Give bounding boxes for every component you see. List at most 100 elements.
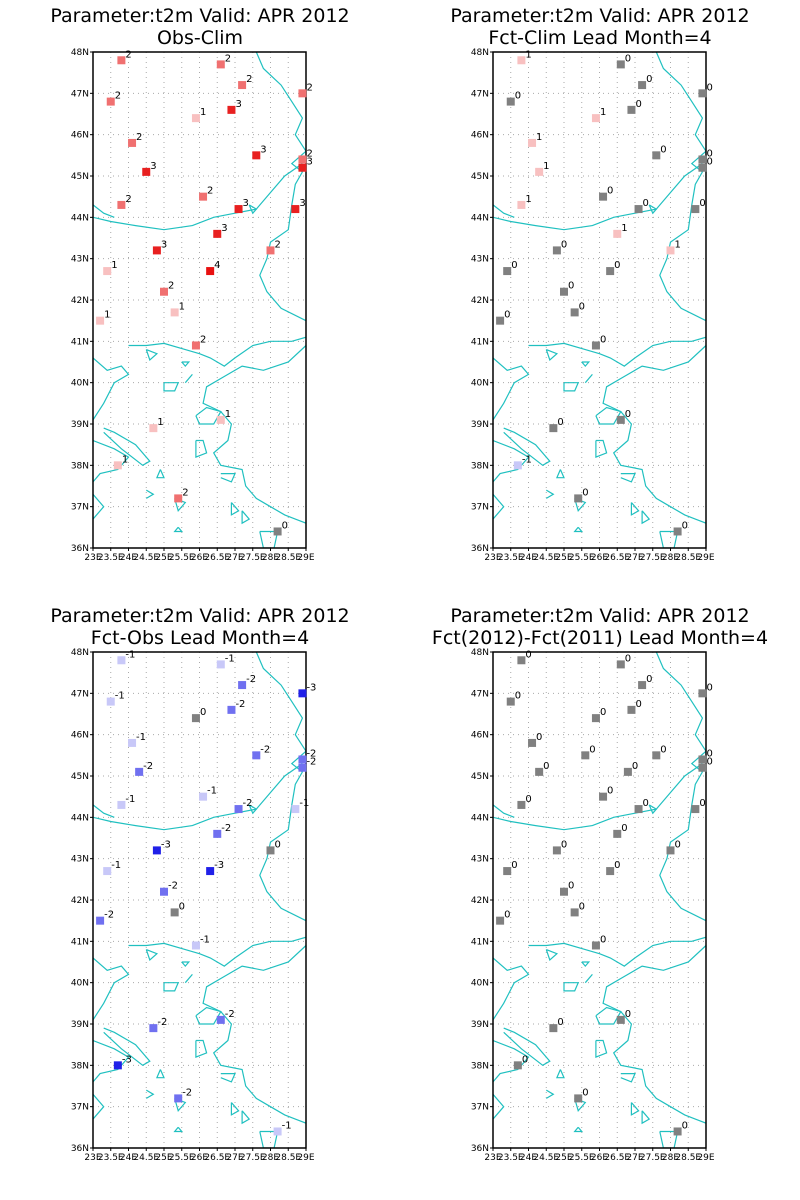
coastline (128, 336, 306, 367)
station-value-label: -2 (306, 757, 316, 768)
station-marker (227, 705, 236, 714)
station-value-label: 0 (643, 798, 649, 809)
station-value-label: 0 (625, 409, 631, 420)
station-value-label: 2 (168, 281, 174, 292)
coastline (555, 1069, 565, 1079)
coastline (581, 361, 591, 368)
station-marker (234, 805, 243, 814)
y-tick-label: 48N (71, 648, 89, 658)
station-marker (673, 1127, 682, 1136)
station-value-label: 0 (625, 653, 631, 664)
coastline (111, 560, 210, 581)
station-value-label: -1 (282, 1120, 292, 1131)
coastline (581, 961, 591, 968)
coastline (202, 345, 306, 524)
x-tick-label: 27E (626, 553, 643, 563)
station-marker (128, 138, 137, 147)
station-value-label: 1 (157, 417, 163, 428)
x-tick-label: 24.5E (133, 1153, 159, 1163)
station-value-label: 0 (579, 901, 585, 912)
y-tick-label: 46N (71, 131, 89, 141)
station-marker (528, 738, 537, 747)
station-value-label: 0 (579, 301, 585, 312)
station-marker (517, 56, 526, 65)
station-marker (170, 908, 179, 917)
station-marker (298, 89, 307, 98)
station-value-label: -1 (225, 653, 235, 664)
coastline (555, 469, 565, 479)
station-marker (135, 767, 144, 776)
coastline (595, 1039, 608, 1058)
station-marker (574, 1094, 583, 1103)
station-marker (238, 81, 247, 90)
station-marker (535, 767, 544, 776)
x-tick-label: 23.5E (98, 1153, 124, 1163)
station-marker (191, 341, 200, 350)
x-tick-label: 26E (191, 553, 208, 563)
x-tick-label: 24.5E (133, 553, 159, 563)
coastline (103, 1027, 151, 1067)
station-marker (106, 97, 115, 106)
station-value-label: 1 (225, 409, 231, 420)
x-tick-label: 25.5E (169, 1153, 195, 1163)
station-value-label: 3 (260, 144, 266, 155)
station-marker (273, 527, 282, 536)
station-value-label: 0 (632, 761, 638, 772)
station-value-label: 2 (136, 132, 142, 143)
x-tick-label: 28E (262, 553, 279, 563)
coastline (220, 1073, 236, 1083)
station-marker (298, 155, 307, 164)
station-value-label: 0 (275, 839, 281, 850)
station-value-label: 0 (557, 1017, 563, 1028)
station-marker (616, 660, 625, 669)
station-marker (698, 755, 707, 764)
y-tick-label: 47N (471, 89, 489, 99)
station-marker (549, 1024, 558, 1033)
station-value-label: 0 (646, 74, 652, 85)
y-tick-label: 48N (471, 48, 489, 58)
coastlines (493, 652, 706, 1181)
station-marker (652, 151, 661, 160)
coastlines (493, 52, 706, 581)
coastline (173, 526, 184, 533)
station-value-label: 0 (179, 901, 185, 912)
station-marker (216, 415, 225, 424)
station-marker (266, 246, 275, 255)
station-value-label: 1 (525, 49, 531, 60)
coastline (255, 652, 306, 922)
coastline (93, 357, 130, 421)
x-tick-label: 28.5E (675, 1153, 701, 1163)
station-marker (213, 829, 222, 838)
coastline (493, 493, 505, 520)
x-tick-label: 27E (226, 553, 243, 563)
y-tick-label: 44N (71, 213, 89, 223)
station-marker (496, 316, 505, 325)
station-value-label: 4 (214, 260, 220, 271)
station-marker (206, 267, 215, 276)
grid-lines (493, 52, 706, 548)
station-value-label: 1 (179, 301, 185, 312)
y-tick-label: 39N (71, 420, 89, 430)
station-value-label: -2 (225, 1009, 235, 1020)
coastline (511, 560, 610, 581)
coastline (493, 763, 703, 831)
coastline (230, 1102, 240, 1116)
station-value-label: 0 (675, 839, 681, 850)
panel-fct-fct: Parameter:t2m Valid: APR 2012 Fct(2012)-F… (400, 600, 800, 1200)
station-marker (170, 308, 179, 317)
coastline (145, 349, 159, 361)
coastlines (93, 652, 306, 1148)
x-tick-label: 24E (120, 1153, 137, 1163)
station-value-label: 0 (511, 860, 517, 871)
station-marker (698, 163, 707, 172)
coastline (511, 1160, 610, 1181)
y-tick-label: 38N (471, 461, 489, 471)
station-marker (506, 97, 515, 106)
y-tick-label: 42N (71, 296, 89, 306)
y-tick-label: 43N (71, 255, 89, 265)
y-tick-label: 40N (71, 979, 89, 989)
station-marker (613, 229, 622, 238)
y-tick-label: 39N (71, 1020, 89, 1030)
station-marker (627, 705, 636, 714)
station-value-label: -2 (221, 823, 231, 834)
